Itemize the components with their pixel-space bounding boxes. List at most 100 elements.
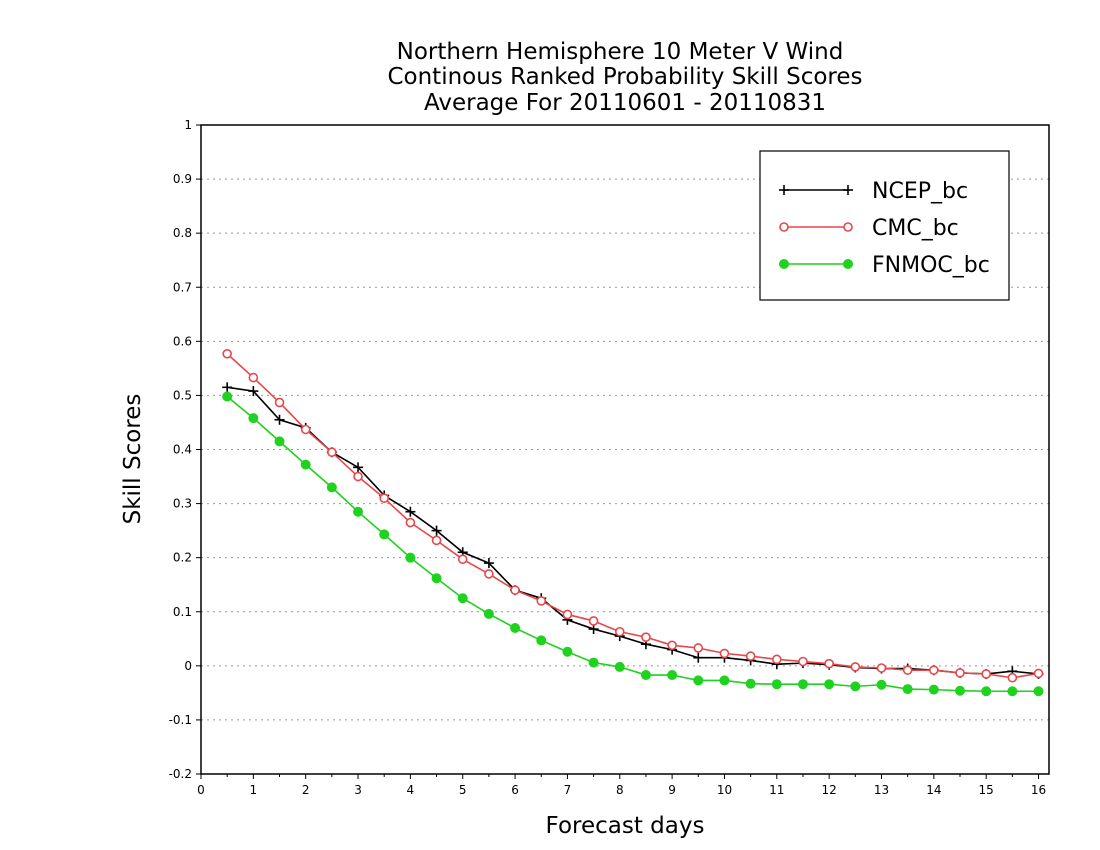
x-tick-label: 0 — [197, 783, 205, 797]
x-tick-label: 4 — [407, 783, 415, 797]
data-point-cmc-bc — [981, 669, 991, 679]
x-tick-label: 10 — [717, 783, 732, 797]
x-tick-label: 12 — [822, 783, 837, 797]
y-tick-label: 0.4 — [173, 443, 192, 457]
data-point-fnmoc-bc — [928, 684, 939, 695]
data-point-cmc-bc — [536, 596, 547, 606]
chart-title-line-1: Northern Hemisphere 10 Meter V Wind — [397, 39, 844, 65]
x-axis-title: Forecast days — [546, 813, 705, 839]
data-point-ncep-bc — [274, 414, 285, 425]
y-tick-label: 0.2 — [173, 551, 192, 565]
data-point-cmc-bc — [405, 517, 416, 528]
x-tick-label: 3 — [354, 783, 362, 797]
data-point-fnmoc-bc — [1007, 686, 1018, 697]
y-tick-label: 1 — [184, 118, 192, 132]
data-point-cmc-bc — [379, 493, 390, 503]
data-point-fnmoc-bc — [745, 678, 756, 689]
legend-marker — [843, 222, 853, 232]
series-line-cmc-bc — [226, 353, 1039, 679]
data-point-cmc-bc — [457, 554, 468, 565]
data-point-fnmoc-bc — [222, 391, 233, 402]
data-point-fnmoc-bc — [562, 646, 573, 657]
legend-label: NCEP_bc — [872, 179, 968, 204]
legend-entry-ncep-bc: NCEP_bc — [779, 179, 968, 204]
data-point-cmc-bc — [824, 658, 834, 669]
data-point-cmc-bc — [772, 654, 782, 665]
x-tick-label: 11 — [769, 783, 784, 797]
data-point-fnmoc-bc — [771, 679, 782, 690]
data-point-cmc-bc — [850, 662, 861, 672]
data-point-fnmoc-bc — [457, 593, 468, 604]
data-point-fnmoc-bc — [693, 675, 704, 686]
y-tick-label: 0.8 — [173, 226, 192, 240]
legend-entry-cmc-bc: CMC_bc — [779, 216, 959, 241]
legend-marker — [779, 259, 789, 269]
data-point-cmc-bc — [327, 447, 337, 458]
series-fnmoc-bc — [222, 391, 1044, 697]
y-tick-label: 0.1 — [173, 605, 192, 619]
data-point-cmc-bc — [300, 424, 311, 435]
data-point-fnmoc-bc — [824, 679, 835, 690]
data-point-ncep-bc — [248, 386, 259, 397]
y-axis-title: Skill Scores — [120, 394, 146, 525]
data-point-fnmoc-bc — [955, 685, 966, 696]
data-point-cmc-bc — [641, 632, 651, 642]
y-tick-label: 0.6 — [173, 334, 192, 348]
x-tick-label: 16 — [1031, 783, 1046, 797]
data-point-fnmoc-bc — [981, 686, 992, 697]
data-point-cmc-bc — [1007, 672, 1018, 683]
data-point-fnmoc-bc — [876, 679, 887, 690]
chart-title-line-3: Average For 20110601 - 20110831 — [424, 90, 826, 116]
x-tick-label: 2 — [302, 783, 310, 797]
data-point-fnmoc-bc — [510, 622, 521, 633]
y-tick-label: 0.5 — [173, 388, 192, 402]
data-point-cmc-bc — [614, 626, 625, 637]
chart-title: Northern Hemisphere 10 Meter V Wind Cont… — [387, 39, 862, 116]
data-point-cmc-bc — [876, 663, 887, 673]
x-tick-label: 8 — [616, 783, 624, 797]
legend-marker — [843, 259, 853, 269]
data-point-fnmoc-bc — [353, 506, 364, 517]
data-point-ncep-bc — [693, 652, 704, 663]
series-layer — [222, 348, 1044, 697]
data-point-fnmoc-bc — [379, 529, 390, 540]
x-tick-label: 5 — [459, 783, 467, 797]
data-point-ncep-bc — [431, 525, 442, 536]
series-line-fnmoc-bc — [226, 395, 1039, 693]
data-point-fnmoc-bc — [248, 413, 259, 424]
series-line-ncep-bc — [227, 386, 1039, 675]
data-point-ncep-bc — [353, 462, 364, 473]
data-point-cmc-bc — [484, 569, 494, 579]
data-point-fnmoc-bc — [536, 635, 547, 646]
data-point-fnmoc-bc — [850, 681, 861, 692]
data-point-fnmoc-bc — [640, 670, 651, 681]
data-point-fnmoc-bc — [483, 608, 494, 619]
legend-marker — [779, 185, 789, 195]
legend-label: FNMOC_bc — [872, 253, 990, 278]
data-point-ncep-bc — [483, 558, 494, 569]
data-point-fnmoc-bc — [300, 459, 311, 470]
x-tick-label: 9 — [668, 783, 676, 797]
y-tick-label: 0.7 — [173, 280, 192, 294]
data-point-fnmoc-bc — [797, 679, 808, 690]
data-point-cmc-bc — [431, 535, 442, 546]
axis-ticks: -0.2-0.100.10.20.30.40.50.60.70.80.910 1 2… — [169, 118, 1047, 797]
data-point-cmc-bc — [745, 651, 756, 661]
data-point-fnmoc-bc — [326, 482, 337, 493]
legend-marker — [843, 185, 853, 195]
data-point-fnmoc-bc — [902, 684, 913, 695]
data-point-cmc-bc — [902, 665, 913, 675]
y-tick-label: -0.1 — [169, 713, 192, 727]
x-tick-label: 6 — [511, 783, 519, 797]
y-tick-label: -0.2 — [169, 767, 192, 781]
data-point-cmc-bc — [510, 585, 520, 595]
legend-marker — [779, 222, 789, 232]
data-point-cmc-bc — [798, 656, 808, 667]
data-point-cmc-bc — [562, 609, 573, 620]
data-point-fnmoc-bc — [274, 436, 285, 447]
data-point-fnmoc-bc — [1033, 686, 1044, 697]
chart-title-line-2: Continous Ranked Probability Skill Score… — [387, 64, 862, 90]
x-tick-label: 14 — [926, 783, 941, 797]
legend-entry-fnmoc-bc: FNMOC_bc — [779, 253, 990, 278]
